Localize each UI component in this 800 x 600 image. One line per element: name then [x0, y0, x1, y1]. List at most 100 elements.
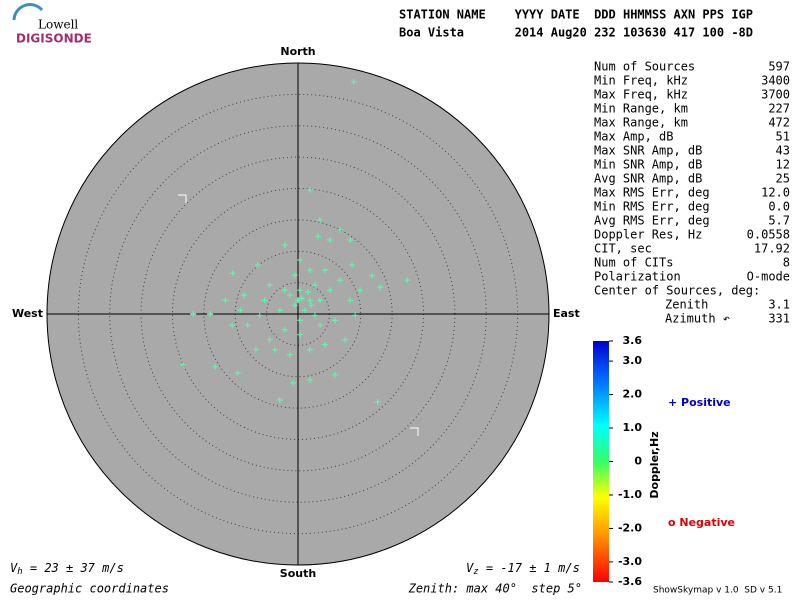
stat-label: Max SNR Amp, dB [594, 144, 702, 158]
stat-value: 25 [776, 172, 790, 186]
stat-label: Min Freq, kHz [594, 74, 688, 88]
source-point [306, 186, 313, 193]
stat-value: 227 [768, 102, 790, 116]
source-point [357, 287, 364, 294]
source-point [289, 380, 296, 387]
colorbar-tick-label: -3.6 [618, 575, 642, 588]
stat-label: Min Range, km [594, 102, 688, 116]
stat-heading: Center of Sources, deg: [594, 284, 760, 298]
marker [178, 194, 419, 436]
stat-label: Polarization [594, 270, 681, 284]
source-point [295, 297, 301, 304]
source-point [286, 292, 293, 299]
source-point [316, 297, 323, 304]
coords: Geographic coordinates [10, 582, 169, 596]
source-point [305, 289, 312, 296]
stat-value: 0.0 [768, 200, 790, 214]
stat-value: 3400 [761, 74, 790, 88]
source-point [342, 336, 349, 343]
source-point [296, 257, 303, 264]
source-point [332, 371, 339, 378]
colorbar-tick-label: 1.0 [623, 421, 643, 434]
source-point [337, 226, 344, 233]
source-point [298, 295, 305, 302]
source-point [377, 284, 384, 291]
source-point [337, 277, 344, 284]
source-point [321, 341, 328, 348]
logo-bottom: DIGISONDE [16, 32, 92, 46]
source-point [296, 317, 303, 324]
vz: Vz = -17 ± 1 m/s [466, 561, 580, 577]
stat-label: Max Range, km [594, 116, 688, 130]
source-point [229, 322, 236, 329]
source-point [291, 272, 298, 279]
colorbar-tick-label: -3.0 [618, 555, 642, 568]
source-point [252, 346, 259, 353]
source-point [256, 312, 263, 319]
source-point [244, 322, 251, 329]
stat-value: 3700 [761, 88, 790, 102]
source-point [281, 287, 288, 294]
stat-value: 43 [776, 144, 790, 158]
source-point [281, 241, 288, 248]
stat-value: 12.0 [761, 186, 790, 200]
source-point [369, 272, 376, 279]
source-point [281, 326, 288, 333]
source-point [271, 346, 278, 353]
source-point [332, 317, 339, 324]
south-label: South [280, 567, 316, 580]
colorbar-tick-label: 3.0 [623, 354, 643, 367]
version: ShowSkymap v 1.0 SD v 5.1 [653, 586, 782, 596]
source-point [306, 376, 313, 383]
stat-value: 0.0558 [747, 228, 790, 242]
source-point [315, 233, 322, 240]
source-point [291, 302, 298, 309]
logo-arc [12, 3, 44, 21]
colorbar-title: Doppler,Hz [648, 431, 661, 498]
source-point [207, 311, 214, 317]
source-point [374, 398, 381, 405]
source-point [234, 369, 241, 376]
stat-label: Avg RMS Err, deg [594, 214, 710, 228]
header-line: Boa Vista 2014 Aug20 232 103630 417 100 … [399, 26, 753, 40]
stat-label: Azimuth ↶ [665, 312, 730, 326]
source-point [347, 236, 354, 243]
colorbar-tick-label: 3.6 [623, 334, 643, 347]
source-point [229, 270, 236, 277]
stat-value: 3.1 [768, 298, 790, 312]
stat-label: Avg SNR Amp, dB [594, 172, 702, 186]
source-point [348, 262, 355, 269]
source-point [237, 307, 244, 314]
colorbar-tick-label: -2.0 [618, 521, 642, 534]
stat-value: 8 [783, 256, 790, 270]
legend-positive: + Positive [668, 396, 731, 409]
east-label: East [553, 307, 580, 320]
stat-label: CIT, sec [594, 242, 652, 256]
colorbar-tick-label: 2.0 [623, 388, 643, 401]
stat-label: Num of Sources [594, 60, 695, 74]
stat-value: 597 [768, 60, 790, 74]
source-point [316, 216, 323, 223]
header-line: STATION NAME YYYY DATE DDD HHMMSS AXN PP… [399, 8, 753, 22]
source-point [222, 297, 229, 304]
stat-value: 472 [768, 116, 790, 130]
source-point [180, 361, 187, 368]
source-point [350, 78, 357, 85]
stat-value: 5.7 [768, 214, 790, 228]
stat-label: Doppler Res, Hz [594, 228, 702, 242]
source-point [311, 312, 318, 319]
source-point [266, 336, 273, 343]
vh: Vh = 23 ± 37 m/s [10, 561, 124, 577]
source-point [311, 282, 318, 289]
north-label: North [280, 45, 315, 58]
source-point [306, 346, 313, 353]
source-point [212, 363, 219, 370]
stat-label: Max Amp, dB [594, 130, 673, 144]
source-point [286, 351, 293, 358]
source-point [327, 236, 334, 243]
colorbar-tick-label: 0 [634, 455, 642, 468]
stat-label: Min SNR Amp, dB [594, 158, 702, 172]
stat-value: 51 [776, 130, 790, 144]
source-point [347, 297, 354, 304]
